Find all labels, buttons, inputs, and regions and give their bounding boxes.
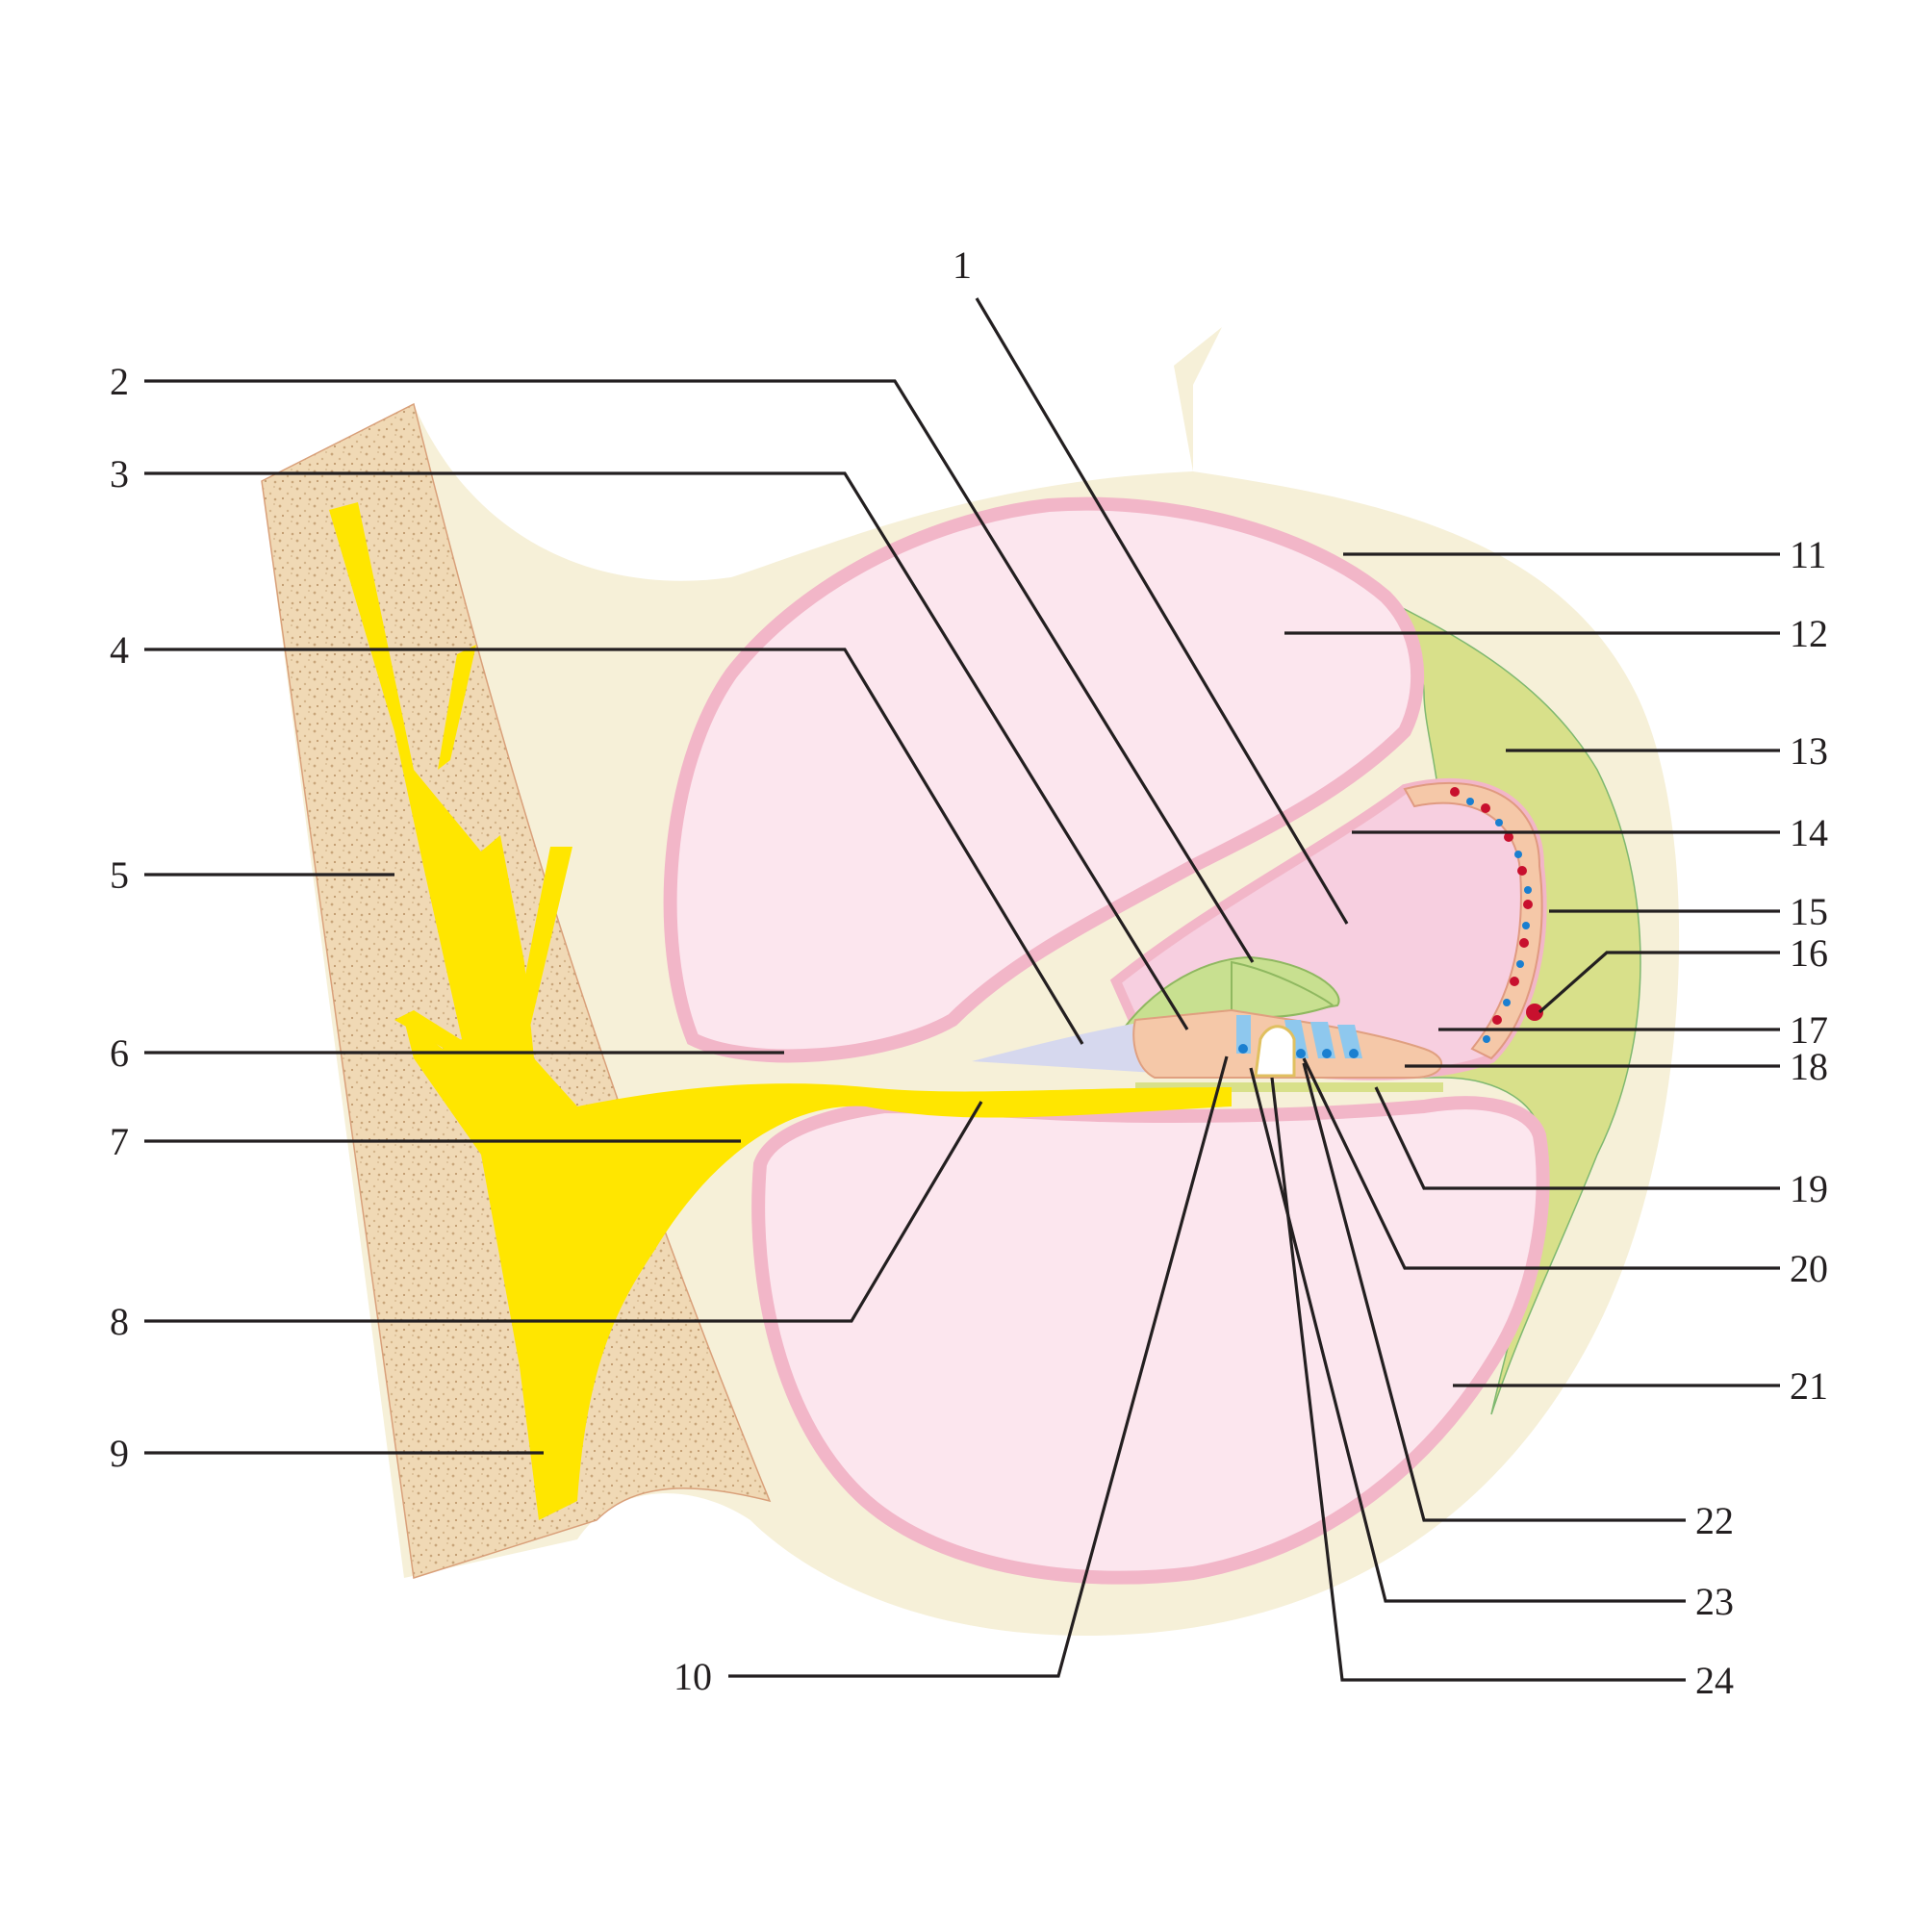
label-6: 6 <box>110 1031 129 1075</box>
label-13: 13 <box>1790 729 1828 773</box>
label-17: 17 <box>1790 1008 1828 1052</box>
nerve-branch-side <box>394 1010 491 1073</box>
label-15: 15 <box>1790 890 1828 933</box>
nerve-branch-upper <box>438 645 476 770</box>
label-19: 19 <box>1790 1167 1828 1210</box>
label-16: 16 <box>1790 931 1828 975</box>
label-22: 22 <box>1695 1499 1734 1542</box>
label-11: 11 <box>1790 533 1827 576</box>
label-3: 3 <box>110 452 129 496</box>
scala-vestibuli <box>663 496 1425 1063</box>
label-14: 14 <box>1790 811 1828 854</box>
label-23: 23 <box>1695 1580 1734 1623</box>
label-21: 21 <box>1790 1364 1828 1408</box>
label-1: 1 <box>953 243 972 287</box>
label-4: 4 <box>110 628 129 672</box>
label-9: 9 <box>110 1432 129 1475</box>
stria-vessels <box>1450 787 1533 1043</box>
label-12: 12 <box>1790 612 1828 655</box>
tunnel-of-corti <box>1254 1025 1296 1078</box>
vas-prominens <box>1526 1004 1543 1021</box>
label-18: 18 <box>1790 1045 1828 1088</box>
label-8: 8 <box>110 1300 129 1343</box>
cochlear-nerve <box>329 502 1232 1520</box>
label-20: 20 <box>1790 1247 1828 1290</box>
nerve-branch-lower <box>510 847 572 1054</box>
label-7: 7 <box>110 1120 129 1163</box>
callout-labels: 1 2 3 4 5 6 7 8 9 10 11 12 13 14 15 16 1… <box>110 243 1828 1702</box>
label-2: 2 <box>110 360 129 403</box>
inner-sulcus <box>972 1020 1155 1073</box>
leader-lines <box>144 297 1780 1682</box>
label-10: 10 <box>674 1655 712 1698</box>
label-5: 5 <box>110 853 129 897</box>
label-24: 24 <box>1695 1659 1734 1702</box>
